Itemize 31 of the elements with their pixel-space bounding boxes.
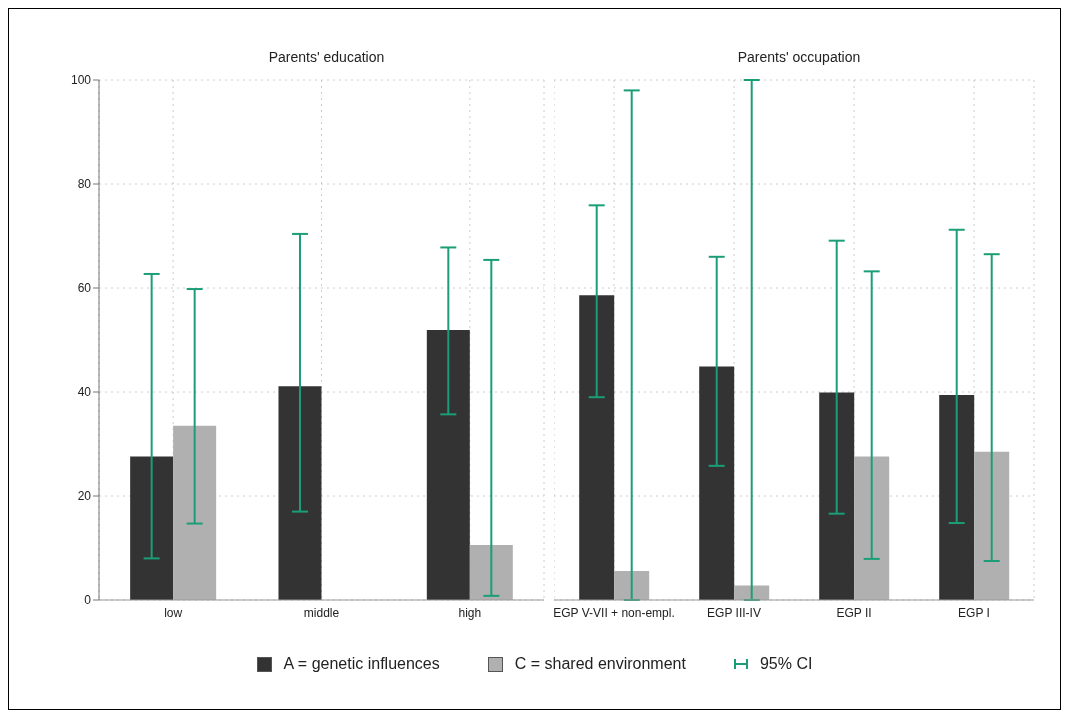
legend-label: A = genetic influences <box>282 655 440 673</box>
bar <box>579 295 615 600</box>
bar <box>974 451 1010 600</box>
bar <box>614 570 650 600</box>
bar <box>819 392 855 600</box>
y-tick-label: 0 <box>84 593 92 608</box>
x-tick-label: high <box>458 605 482 620</box>
legend-label: C = shared environment <box>513 655 686 673</box>
x-tick-label: EGP V-VII + non-empl. <box>553 605 675 620</box>
chart-title: Parents' education <box>267 49 386 67</box>
x-tick-label: EGP II <box>836 605 872 620</box>
y-tick-label: 100 <box>70 73 92 88</box>
bar <box>278 386 322 600</box>
bar <box>699 366 735 600</box>
bar <box>734 585 770 600</box>
bar <box>939 395 975 600</box>
y-tick-label: 20 <box>77 489 92 504</box>
bar <box>469 544 513 600</box>
chart-title: Parents' occupation <box>736 49 862 67</box>
x-tick-label: EGP III-IV <box>707 605 761 620</box>
y-tick-label: 80 <box>77 177 92 192</box>
bar <box>426 330 470 600</box>
text: 95% CI <box>758 655 813 673</box>
y-tick-label: 60 <box>77 281 92 296</box>
x-tick-label: low <box>164 605 183 620</box>
bar <box>130 456 174 600</box>
x-tick-label: middle <box>303 605 340 620</box>
x-tick-label: EGP I <box>958 605 990 620</box>
bar <box>854 456 890 600</box>
y-tick-label: 40 <box>77 385 92 400</box>
bar <box>173 425 217 600</box>
